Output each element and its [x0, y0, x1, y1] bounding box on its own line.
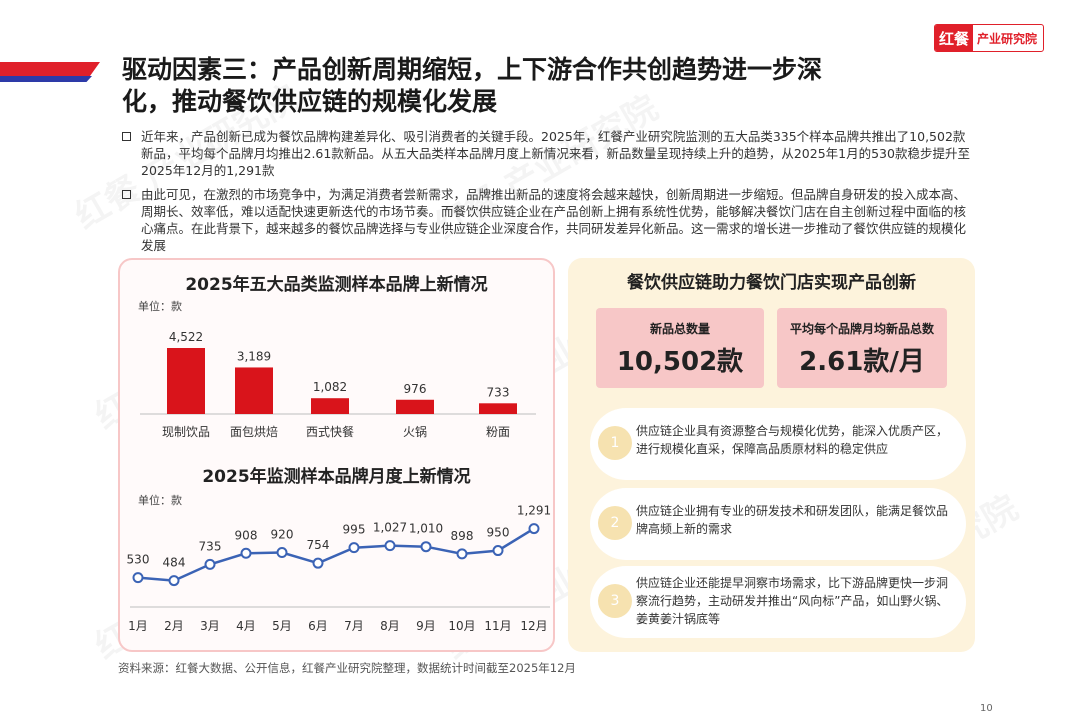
- bar-category-label: 面包烘焙: [230, 424, 278, 439]
- data-point: [528, 523, 540, 535]
- page-title: 驱动因素三：产品创新周期缩短，上下游合作共创趋势进一步深 化，推动餐饮供应链的规…: [122, 54, 952, 118]
- bar-chart-unit: 单位：款: [138, 300, 182, 313]
- data-point: [276, 546, 288, 558]
- page-title-line-2: 化，推动餐饮供应链的规模化发展: [122, 87, 498, 116]
- item-text: 供应链企业拥有专业的研发技术和研发团队，能满足餐饮品牌高频上新的需求: [636, 504, 949, 536]
- title-accent-red: [0, 62, 100, 76]
- bullet-text: 近年来，产品创新已成为餐饮品牌构建差异化、吸引消费者的关键手段。2025年，红餐…: [141, 129, 970, 178]
- kpi-label: 新品总数量: [649, 322, 710, 336]
- point-value-label: 754: [307, 538, 330, 552]
- bar-chart: 4,522 现制饮品 3,189 面包烘焙 1,082 西式快餐 976 火锅 733 粉面: [140, 330, 536, 439]
- bullet-paragraph: 近年来，产品创新已成为餐饮品牌构建差异化、吸引消费者的关键手段。2025年，红餐…: [122, 128, 977, 179]
- point-value-label: 898: [451, 529, 474, 543]
- bar-category-label: 现制饮品: [162, 425, 210, 439]
- bar-category-label: 西式快餐: [306, 424, 354, 439]
- bullet-square-icon: [122, 190, 131, 199]
- kpi-value: 2.61款/月: [799, 347, 925, 377]
- month-label: 4月: [236, 619, 256, 633]
- point-value-label: 735: [199, 539, 222, 553]
- data-point: [456, 548, 468, 560]
- data-point: [204, 558, 216, 570]
- data-point: [312, 557, 324, 569]
- advantage-item: 2 供应链企业拥有专业的研发技术和研发团队，能满足餐饮品牌高频上新的需求: [590, 488, 966, 560]
- point-value-label: 920: [271, 527, 294, 541]
- supply-chain-panel-title: 餐饮供应链助力餐饮门店实现产品创新: [627, 273, 916, 293]
- title-accent-blue: [0, 76, 92, 82]
- month-label: 10月: [448, 619, 475, 633]
- bar-chart-title: 2025年五大品类监测样本品牌上新情况: [185, 275, 488, 295]
- bullet-paragraph: 由此可见，在激烈的市场竞争中，为满足消费者尝新需求，品牌推出新品的速度将会越来越…: [122, 186, 977, 254]
- month-label: 9月: [416, 619, 436, 633]
- item-number-badge: 2: [598, 506, 632, 540]
- kpi-value: 10,502款: [616, 347, 744, 377]
- point-value-label: 484: [163, 556, 186, 570]
- data-point: [492, 545, 504, 557]
- item-number-badge: 1: [598, 426, 632, 460]
- kpi-card-monthly-average: 平均每个品牌月均新品总数 2.61款/月: [777, 308, 947, 388]
- data-point: [384, 540, 396, 552]
- data-point: [240, 547, 252, 559]
- page-number: 10: [980, 703, 993, 714]
- point-value-label: 950: [487, 526, 510, 540]
- bullet-square-icon: [122, 132, 131, 141]
- month-label: 6月: [308, 619, 328, 633]
- line-chart-unit: 单位：款: [138, 494, 182, 507]
- brand-mark: 红餐: [935, 25, 974, 51]
- item-text: 供应链企业具有资源整合与规模化优势，能深入优质产区，进行规模化直采，保障高品质原…: [636, 424, 949, 456]
- advantage-item: 1 供应链企业具有资源整合与规模化优势，能深入优质产区，进行规模化直采，保障高品…: [590, 408, 966, 480]
- bar-value-label: 3,189: [237, 349, 271, 363]
- month-label: 8月: [380, 619, 400, 633]
- item-text: 供应链企业还能提早洞察市场需求，比下游品牌更快一步洞察流行趋势，主动研发并推出“…: [636, 576, 949, 626]
- source-note: 资料来源：红餐大数据、公开信息，红餐产业研究院整理，数据统计时间截至2025年1…: [118, 661, 576, 675]
- bar: [311, 398, 349, 414]
- data-point: [132, 572, 144, 584]
- point-value-label: 908: [235, 528, 258, 542]
- series-line: [137, 527, 535, 582]
- point-value-label: 1,027: [373, 521, 407, 535]
- data-point: [348, 542, 360, 554]
- month-label: 5月: [272, 619, 292, 633]
- data-point: [420, 541, 432, 553]
- brand-logo: 红餐 产业研究院: [934, 24, 1044, 52]
- bar: [235, 367, 273, 414]
- bar-value-label: 4,522: [169, 330, 203, 344]
- kpi-label: 平均每个品牌月均新品总数: [789, 322, 934, 336]
- bar-value-label: 976: [404, 382, 427, 396]
- bar: [167, 348, 205, 414]
- bullet-text: 由此可见，在激烈的市场竞争中，为满足消费者尝新需求，品牌推出新品的速度将会越来越…: [141, 187, 967, 253]
- month-label: 3月: [200, 619, 220, 633]
- bar-category-label: 火锅: [403, 424, 427, 439]
- data-point: [168, 575, 180, 587]
- month-label: 2月: [164, 619, 184, 633]
- month-label: 11月: [484, 619, 511, 633]
- point-value-label: 1,010: [409, 522, 443, 536]
- bar: [479, 403, 517, 414]
- bar-value-label: 1,082: [313, 380, 347, 394]
- kpi-card-total-new-products: 新品总数量 10,502款: [596, 308, 764, 388]
- point-value-label: 530: [127, 553, 150, 567]
- month-label: 1月: [128, 619, 148, 633]
- line-chart: 530 1月 484 2月 735 3月 908 4月 920 5月 754 6月 995 7月 1,027…: [127, 504, 552, 633]
- month-label: 7月: [344, 619, 364, 633]
- bar-category-label: 粉面: [486, 425, 510, 439]
- bar-value-label: 733: [487, 385, 510, 399]
- month-label: 12月: [520, 619, 547, 633]
- point-value-label: 995: [343, 523, 366, 537]
- point-value-label: 1,291: [517, 504, 551, 518]
- line-chart-title: 2025年监测样本品牌月度上新情况: [202, 467, 471, 487]
- charts-panel: [118, 258, 555, 652]
- advantage-item: 3 供应链企业还能提早洞察市场需求，比下游品牌更快一步洞察流行趋势，主动研发并推…: [590, 566, 966, 638]
- bar: [396, 399, 434, 414]
- brand-name: 产业研究院: [977, 31, 1038, 46]
- page-title-line-1: 驱动因素三：产品创新周期缩短，上下游合作共创趋势进一步深: [122, 55, 823, 84]
- item-number-badge: 3: [598, 584, 632, 618]
